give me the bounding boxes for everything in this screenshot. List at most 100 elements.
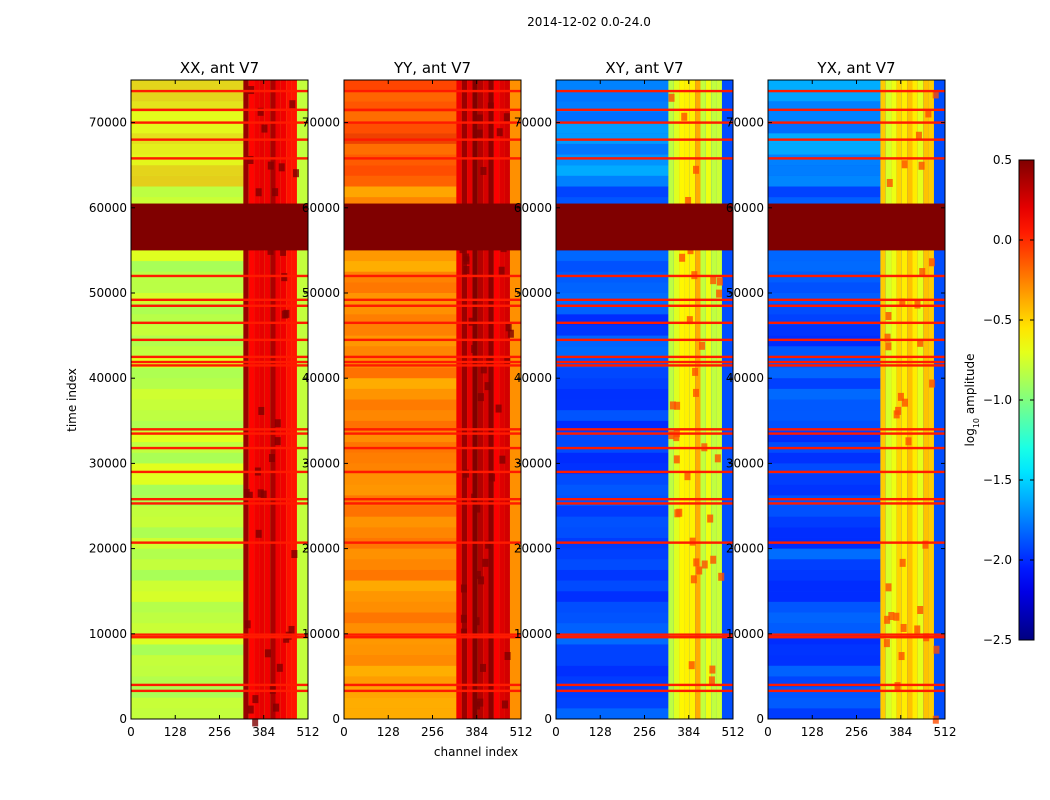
- flagged-row: [344, 157, 521, 160]
- flagged-row: [768, 636, 945, 639]
- rfi-spot: [288, 625, 295, 634]
- rfi-column: [280, 80, 287, 719]
- y-tick-label: 60000: [89, 201, 127, 215]
- heatmap-band: [131, 431, 244, 443]
- flagged-row: [556, 108, 733, 112]
- x-tick-label: 512: [934, 725, 957, 739]
- heatmap-band: [131, 367, 244, 379]
- rfi-spot: [293, 169, 300, 178]
- heatmap-band: [768, 175, 881, 187]
- flagged-row: [556, 633, 733, 636]
- flagged-row: [768, 304, 945, 307]
- rfi-column: [291, 80, 297, 719]
- rfi-spot: [257, 107, 264, 116]
- flagged-row: [768, 138, 945, 141]
- rfi-spot: [914, 625, 921, 634]
- x-axis-label: channel index: [434, 745, 518, 759]
- flagged-row: [768, 428, 945, 431]
- x-tick-label: 384: [252, 725, 275, 739]
- flagged-row: [131, 121, 308, 124]
- rfi-spot: [922, 540, 929, 549]
- rfi-spot: [272, 188, 279, 197]
- flagged-row: [344, 636, 521, 639]
- flagged-row: [131, 428, 308, 431]
- y-tick-label: 20000: [514, 542, 552, 556]
- heatmap-band: [131, 346, 244, 357]
- rfi-spot: [264, 649, 271, 658]
- flagged-row: [131, 338, 308, 342]
- rfi-spot: [897, 392, 904, 401]
- rfi-spot: [709, 665, 716, 674]
- flagged-row: [556, 364, 733, 367]
- rfi-spot: [278, 163, 285, 172]
- heatmap-band: [131, 250, 244, 262]
- heatmap-band: [768, 197, 881, 208]
- flagged-row: [344, 446, 521, 450]
- heatmap-band: [768, 431, 881, 443]
- heatmap-band: [344, 303, 457, 315]
- flagged-row: [768, 502, 945, 505]
- rfi-spot: [474, 701, 481, 710]
- rfi-spot: [915, 131, 922, 140]
- heatmap-band: [768, 122, 881, 134]
- heatmap-band: [556, 197, 669, 208]
- flagged-row: [768, 89, 945, 93]
- heatmap-band: [556, 612, 669, 624]
- rfi-spot: [489, 473, 496, 482]
- rfi-spot: [471, 493, 478, 502]
- rfi-spot: [918, 161, 925, 170]
- flagged-row: [768, 446, 945, 450]
- heatmap-band: [344, 431, 457, 443]
- heatmap-band: [131, 474, 244, 485]
- rfi-spot: [267, 161, 274, 170]
- colorbar-label-base: log: [963, 428, 977, 446]
- heatmap-band: [344, 633, 457, 645]
- rfi-spot: [480, 166, 487, 175]
- flagged-row: [344, 274, 521, 278]
- flagged-row: [344, 304, 521, 307]
- heatmap-panel: YX, ant V7 0 128 256 384 512 0 10000 20000 30000 4…: [726, 59, 957, 739]
- flagged-row: [131, 89, 308, 93]
- heatmap-band: [768, 303, 881, 315]
- heatmap-band: [556, 399, 669, 411]
- heatmap-band: [131, 687, 244, 698]
- flagged-row: [344, 89, 521, 93]
- y-tick-label: 10000: [89, 627, 127, 641]
- heatmap-band: [768, 165, 881, 176]
- rfi-spot: [699, 341, 706, 350]
- heatmap-band: [344, 250, 457, 262]
- rfi-spot: [681, 112, 688, 121]
- rfi-column: [923, 80, 929, 719]
- flagged-row: [344, 298, 521, 302]
- heatmap-band: [344, 708, 457, 719]
- x-tick-label: 128: [377, 725, 400, 739]
- heatmap-band: [556, 388, 669, 400]
- flagged-row: [556, 321, 733, 325]
- colorbar-tick-label: 0.5: [993, 153, 1012, 167]
- heatmap-band: [556, 559, 669, 570]
- rfi-spot: [477, 393, 484, 402]
- colorbar-tick-label: 0.0: [993, 233, 1012, 247]
- heatmap-band: [131, 111, 244, 123]
- heatmap-band: [131, 612, 244, 624]
- rfi-spot: [244, 620, 251, 629]
- heatmap-band: [556, 474, 669, 485]
- rfi-spot: [504, 355, 511, 364]
- rfi-spot: [484, 382, 491, 391]
- rfi-spot: [477, 698, 484, 707]
- heatmap-band: [556, 601, 669, 613]
- flagged-row: [344, 321, 521, 325]
- y-tick-label: 70000: [726, 116, 764, 130]
- heatmap-band: [344, 90, 457, 102]
- flagged-row: [768, 321, 945, 325]
- rfi-spot: [885, 342, 892, 351]
- heatmap-band: [768, 708, 881, 719]
- rfi-column: [270, 80, 276, 719]
- heatmap-band: [344, 580, 457, 592]
- rfi-spot: [473, 617, 480, 626]
- heatmap-band: [344, 527, 457, 538]
- rfi-spot: [914, 300, 921, 309]
- rfi-spot: [471, 344, 478, 353]
- rfi-spot: [478, 576, 485, 585]
- flagged-row: [556, 428, 733, 431]
